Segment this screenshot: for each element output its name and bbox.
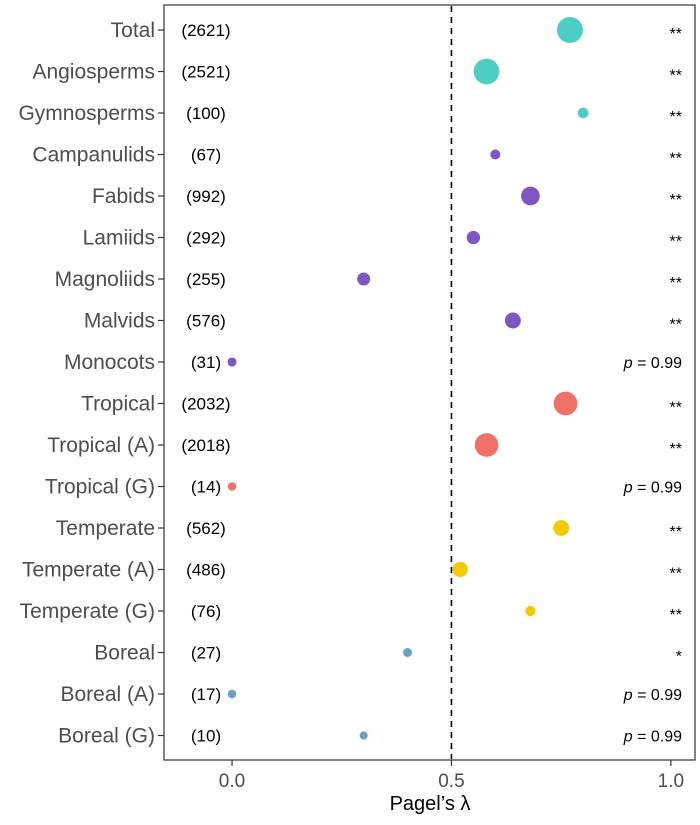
category-label: Boreal: [94, 642, 155, 665]
data-point: [553, 520, 570, 536]
count-label: (31): [191, 353, 221, 372]
category-label: Fabids: [92, 185, 155, 208]
data-point: [473, 58, 500, 85]
count-label: (14): [191, 478, 221, 497]
count-label: (2018): [181, 436, 230, 455]
count-label: (27): [191, 644, 221, 663]
x-axis-title: Pagel’s λ: [390, 793, 471, 815]
category-label: Boreal (G): [58, 725, 155, 748]
significance-label: **: [670, 441, 682, 458]
category-label: Tropical (G): [45, 476, 155, 499]
data-point: [452, 561, 468, 578]
data-point: [504, 312, 521, 329]
significance-label: **: [670, 26, 682, 43]
category-label: Temperate: [56, 517, 155, 540]
significance-labels: ****************p = 0.99****p = 0.99****…: [623, 26, 682, 746]
category-label: Temperate (A): [22, 559, 155, 582]
count-label: (992): [186, 187, 226, 206]
data-point: [227, 482, 237, 491]
category-label: Lamiids: [83, 227, 155, 250]
count-label: (76): [191, 602, 221, 621]
data-point: [474, 433, 499, 457]
count-label: (486): [186, 561, 226, 580]
count-label: (255): [186, 270, 226, 289]
count-label: (100): [186, 104, 226, 123]
significance-label: *: [676, 649, 682, 666]
category-label: Monocots: [64, 351, 155, 374]
count-labels: (2621) (2521) (100) (67) (992) (292) (255) (576…: [181, 21, 230, 746]
x-tick-label: 0.0: [219, 771, 245, 792]
data-point: [553, 391, 578, 416]
category-labels: Total Angiosperms Gymnosperms Campanulids Fa…: [18, 19, 164, 748]
data-point: [466, 230, 481, 245]
significance-label: p = 0.99: [623, 355, 682, 372]
data-point: [521, 186, 540, 206]
count-label: (292): [186, 229, 226, 248]
count-label: (576): [186, 312, 226, 331]
count-label: (2032): [181, 395, 230, 414]
x-tick-label: 0.5: [438, 771, 464, 792]
category-label: Angiosperms: [32, 61, 155, 84]
significance-label: **: [670, 400, 682, 417]
category-label: Tropical: [81, 393, 155, 416]
x-tick-label: 1.0: [658, 771, 684, 792]
category-label: Temperate (G): [20, 600, 155, 623]
category-label: Magnoliids: [55, 268, 155, 291]
data-point: [403, 648, 413, 657]
significance-label: **: [670, 151, 682, 168]
data-point: [577, 107, 589, 119]
category-label: Tropical (A): [47, 434, 155, 457]
category-label: Campanulids: [32, 144, 155, 167]
count-label: (2621): [181, 21, 230, 40]
significance-label: **: [670, 607, 682, 624]
count-label: (562): [186, 519, 226, 538]
count-label: (10): [191, 727, 221, 746]
category-label: Boreal (A): [60, 683, 155, 706]
data-point: [357, 272, 371, 286]
data-point: [227, 357, 237, 367]
significance-label: **: [670, 192, 682, 209]
significance-label: **: [670, 317, 682, 334]
data-point: [227, 689, 237, 699]
x-axis: 0.0 0.5 1.0: [219, 760, 684, 792]
data-points: [227, 17, 589, 740]
significance-label: p = 0.99: [623, 729, 682, 746]
count-label: (17): [191, 685, 221, 704]
significance-label: **: [670, 234, 682, 251]
count-label: (2521): [181, 63, 230, 82]
count-label: (67): [191, 146, 221, 165]
significance-label: p = 0.99: [623, 480, 682, 497]
data-point: [525, 605, 536, 617]
significance-label: p = 0.99: [623, 687, 682, 704]
category-label: Gymnosperms: [18, 102, 155, 125]
plot-panel: [163, 4, 696, 761]
category-label: Malvids: [84, 310, 155, 333]
data-point: [556, 17, 583, 43]
data-point: [490, 149, 501, 160]
category-label: Total: [111, 19, 155, 42]
significance-label: **: [670, 275, 682, 292]
significance-label: **: [670, 566, 682, 583]
data-point: [359, 731, 368, 740]
significance-label: **: [670, 524, 682, 541]
significance-label: **: [670, 109, 682, 126]
significance-label: **: [670, 68, 682, 85]
